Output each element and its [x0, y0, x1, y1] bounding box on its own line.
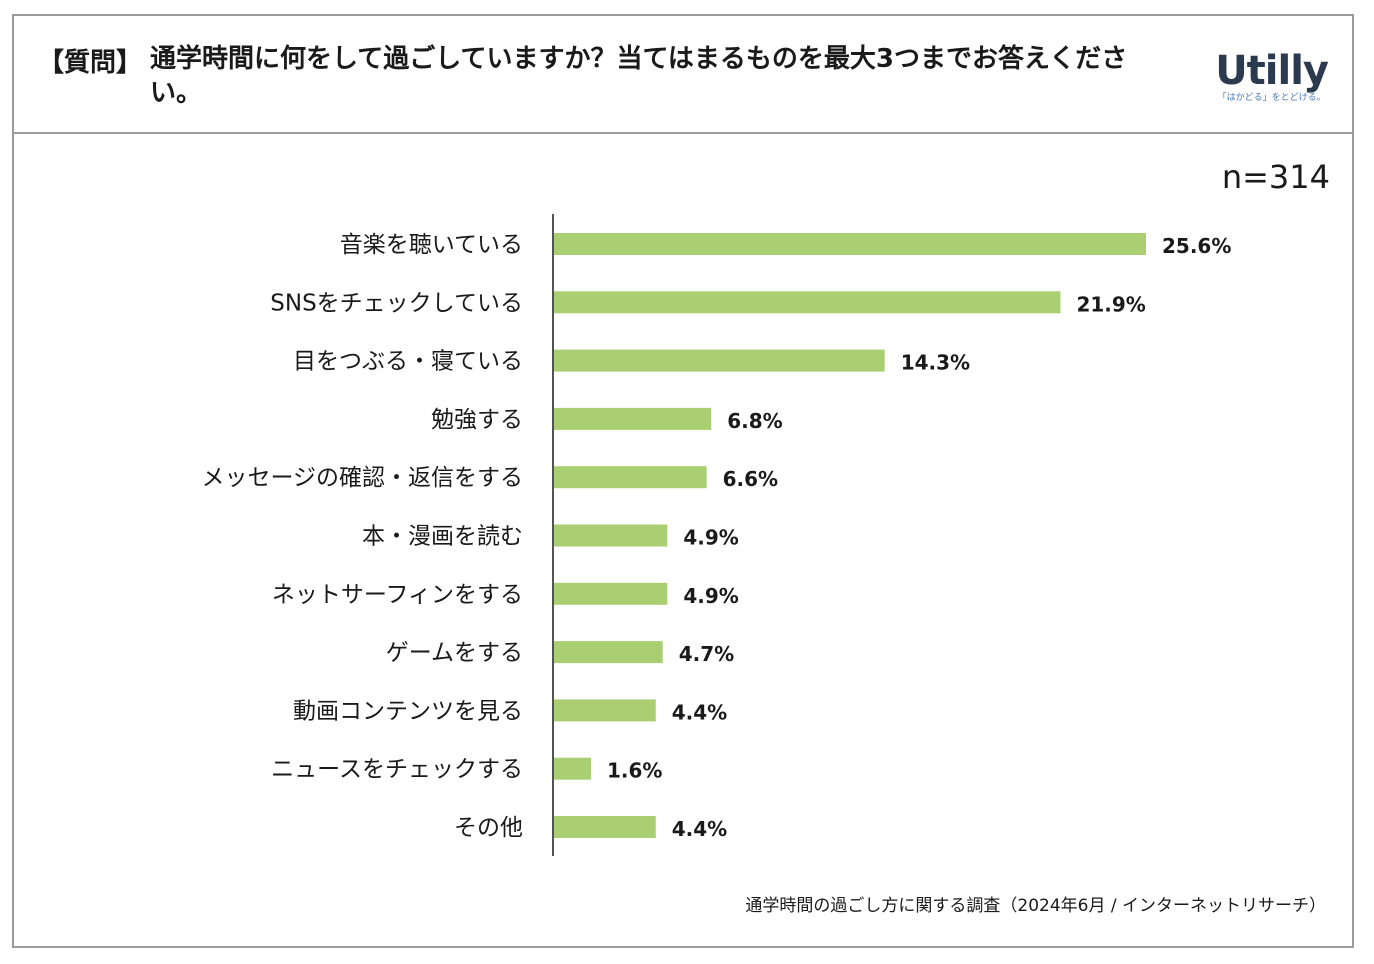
source-note: 通学時間の過ごし方に関する調査（2024年6月 / インターネットリサーチ）	[745, 896, 1326, 916]
category-label: ゲームをする	[386, 640, 523, 666]
question-header: 【質問】 通学時間に何をして過ごしていますか？当てはまるものを最大3つまでお答え…	[14, 16, 1352, 134]
value-label: 4.9%	[683, 526, 738, 550]
logo-tagline: 「はかどる」をとどける。	[1217, 93, 1326, 103]
category-label: ネットサーフィンをする	[272, 582, 523, 608]
utilly-logo: Utilly 「はかどる」をとどける。	[1215, 48, 1329, 104]
bar	[554, 233, 1146, 255]
value-label: 14.3%	[901, 351, 970, 375]
category-label: 音楽を聴いている	[340, 232, 523, 258]
value-label: 25.6%	[1162, 234, 1231, 258]
value-label: 4.9%	[683, 584, 738, 608]
value-label: 6.6%	[723, 467, 778, 491]
bar	[554, 699, 656, 722]
value-label: 4.4%	[672, 700, 727, 724]
bar	[554, 582, 668, 605]
value-label: 21.9%	[1076, 292, 1145, 316]
category-label: ニュースをチェックする	[271, 757, 523, 783]
category-label: メッセージの確認・返信をする	[201, 465, 523, 491]
chart-frame: 【質問】 通学時間に何をして過ごしていますか？当てはまるものを最大3つまでお答え…	[12, 14, 1354, 948]
value-label: 4.4%	[672, 817, 727, 841]
value-label: 6.8%	[727, 409, 782, 433]
bar	[554, 349, 885, 372]
bar	[554, 641, 663, 664]
bar	[554, 524, 668, 547]
category-label: その他	[454, 815, 523, 841]
category-label: 動画コンテンツを見る	[293, 698, 523, 724]
value-label: 1.6%	[607, 759, 662, 783]
question-text: 通学時間に何をして過ごしていますか？当てはまるものを最大3つまでお答えください。	[150, 44, 1128, 108]
question-tag: 【質問】	[38, 48, 143, 78]
bar	[554, 291, 1061, 314]
category-label: SNSをチェックしている	[270, 290, 523, 316]
bar	[554, 466, 707, 489]
bar	[554, 757, 591, 780]
bar	[554, 816, 656, 838]
category-label: 本・漫画を読む	[362, 524, 523, 550]
category-label: 勉強する	[431, 407, 523, 433]
category-label: 目をつぶる・寝ている	[293, 349, 523, 375]
logo-wordmark: Utilly	[1215, 48, 1329, 94]
bar	[554, 407, 712, 430]
sample-size-label: n=314	[1221, 158, 1330, 196]
value-label: 4.7%	[679, 642, 734, 666]
